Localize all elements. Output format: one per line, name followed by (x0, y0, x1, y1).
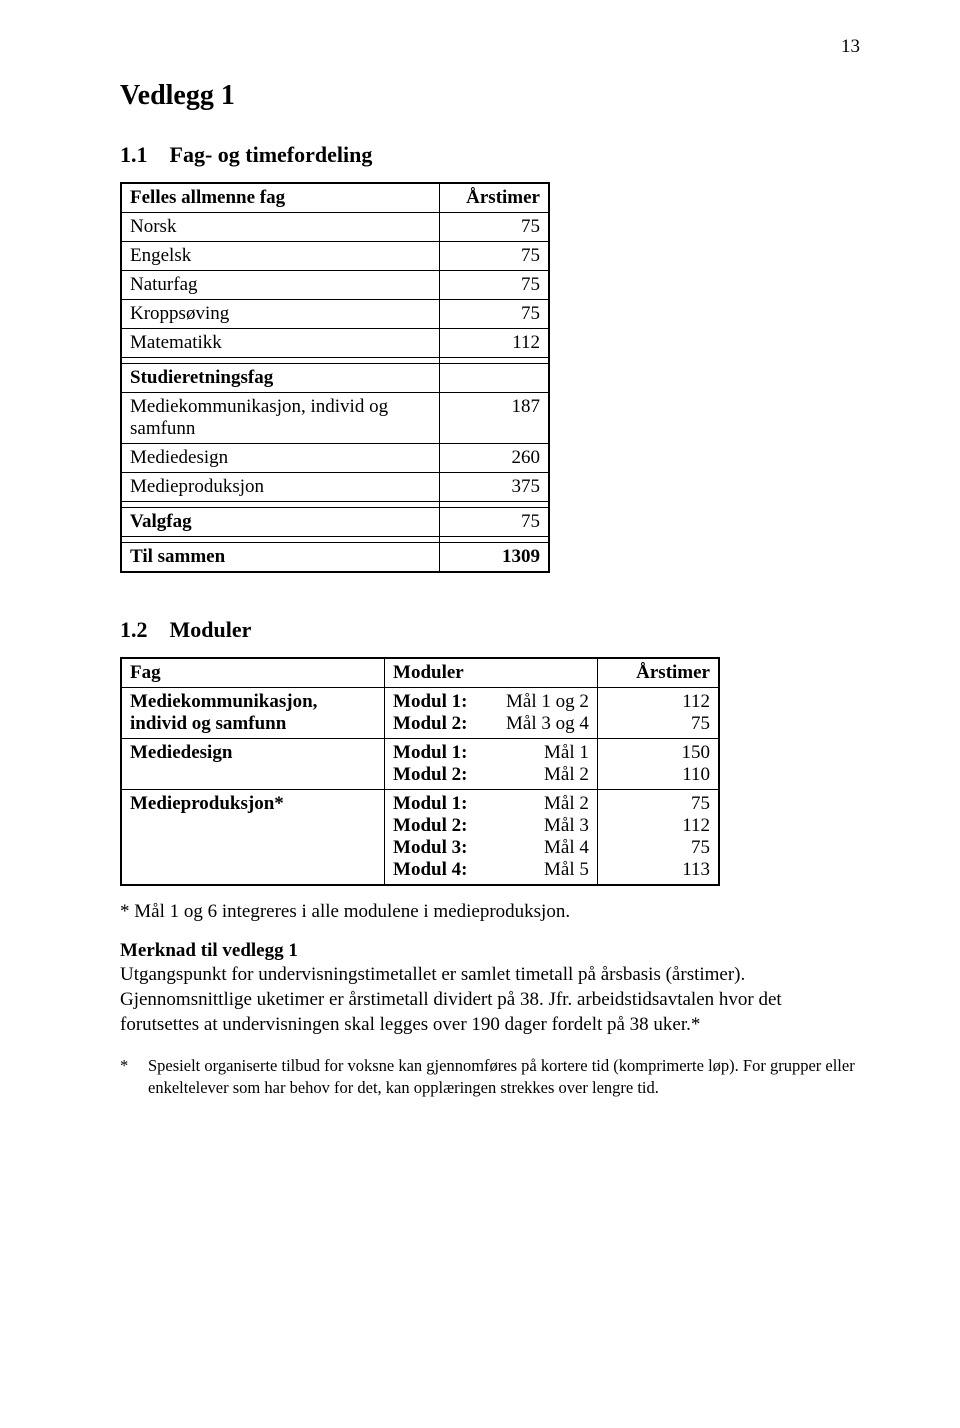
table-row: Medieproduksjon 375 (121, 473, 549, 502)
row-value: 260 (439, 444, 549, 473)
module-values: 75 112 75 113 (597, 790, 719, 886)
fag-name: Mediedesign (121, 739, 385, 790)
module-right: Mål 4 (544, 837, 589, 859)
module-right: Mål 3 (544, 815, 589, 837)
module-left: Modul 1: (393, 742, 467, 764)
row-label: Mediekommunikasjon, individ og samfunn (121, 393, 439, 444)
module-values: 150 110 (597, 739, 719, 790)
row-value: 75 (439, 271, 549, 300)
page-number: 13 (841, 36, 860, 58)
footnote-text: Spesielt organiserte tilbud for voksne k… (148, 1055, 860, 1098)
row-value: 75 (439, 213, 549, 242)
header-c2: Moduler (385, 658, 598, 688)
section-1-title: Fag- og timefordeling (170, 142, 373, 167)
table-row: Naturfag 75 (121, 271, 549, 300)
section-1-number: 1.1 (120, 142, 148, 167)
total-value: 1309 (439, 543, 549, 573)
table-row: Matematikk 112 (121, 329, 549, 358)
header-label: Felles allmenne fag (121, 183, 439, 213)
module-right: Mål 1 (544, 742, 589, 764)
fag-name: Medieproduksjon* (121, 790, 385, 886)
table-row: Norsk 75 (121, 213, 549, 242)
row-value: 112 (439, 329, 549, 358)
footnote-marker: * (120, 1055, 148, 1098)
module-val: 113 (606, 859, 710, 881)
row-label: Mediedesign (121, 444, 439, 473)
module-right: Mål 3 og 4 (506, 713, 589, 735)
row-label: Medieproduksjon (121, 473, 439, 502)
module-right: Mål 2 (544, 764, 589, 786)
module-left: Modul 3: (393, 837, 467, 859)
module-left: Modul 2: (393, 764, 467, 786)
table-row: Mediedesign Modul 1:Mål 1 Modul 2:Mål 2 … (121, 739, 719, 790)
table-row: Medieproduksjon* Modul 1:Mål 2 Modul 2:M… (121, 790, 719, 886)
row-label: Valgfag (121, 508, 439, 537)
row-value: 187 (439, 393, 549, 444)
fag-name: Mediekommunikasjon, individ og samfunn (121, 688, 385, 739)
page-title: Vedlegg 1 (120, 80, 860, 112)
module-left: Modul 1: (393, 793, 467, 815)
row-label: Naturfag (121, 271, 439, 300)
merknad-title: Merknad til vedlegg 1 (120, 940, 298, 961)
footnote: * Spesielt organiserte tilbud for voksne… (120, 1055, 860, 1098)
module-val: 112 (606, 815, 710, 837)
merknad-body: Utgangspunkt for undervisningstimetallet… (120, 964, 782, 1034)
table-row: Valgfag 75 (121, 508, 549, 537)
module-val: 75 (606, 713, 710, 735)
row-value: 375 (439, 473, 549, 502)
section-2-title: Moduler (170, 617, 252, 642)
header-c1: Fag (121, 658, 385, 688)
table-row: Studieretningsfag (121, 364, 549, 393)
module-val: 75 (606, 793, 710, 815)
module-val: 150 (606, 742, 710, 764)
table-moduler: Fag Moduler Årstimer Mediekommunikasjon,… (120, 657, 720, 886)
header-c3: Årstimer (597, 658, 719, 688)
table-row: Kroppsøving 75 (121, 300, 549, 329)
module-values: 112 75 (597, 688, 719, 739)
module-right: Mål 1 og 2 (506, 691, 589, 713)
row-value: 75 (439, 508, 549, 537)
note-integration: * Mål 1 og 6 integreres i alle modulene … (120, 900, 860, 925)
table-timefordeling: Felles allmenne fag Årstimer Norsk 75 En… (120, 182, 550, 573)
row-label: Engelsk (121, 242, 439, 271)
page: 13 Vedlegg 1 1.1 Fag- og timefordeling F… (0, 0, 960, 1428)
module-left: Modul 2: (393, 815, 467, 837)
section-1-heading: 1.1 Fag- og timefordeling (120, 142, 860, 168)
module-val: 75 (606, 837, 710, 859)
module-left: Modul 2: (393, 713, 467, 735)
table-row: Mediedesign 260 (121, 444, 549, 473)
header-label: Studieretningsfag (121, 364, 439, 393)
total-label: Til sammen (121, 543, 439, 573)
table-row: Fag Moduler Årstimer (121, 658, 719, 688)
table-row: Felles allmenne fag Årstimer (121, 183, 549, 213)
header-value (439, 364, 549, 393)
module-val: 112 (606, 691, 710, 713)
module-right: Mål 5 (544, 859, 589, 881)
row-label: Matematikk (121, 329, 439, 358)
section-2-number: 1.2 (120, 617, 148, 642)
row-label: Norsk (121, 213, 439, 242)
row-value: 75 (439, 300, 549, 329)
row-value: 75 (439, 242, 549, 271)
table-row: Til sammen 1309 (121, 543, 549, 573)
module-left: Modul 4: (393, 859, 467, 881)
merknad-block: Merknad til vedlegg 1 Utgangspunkt for u… (120, 939, 860, 1038)
table-row: Engelsk 75 (121, 242, 549, 271)
module-list: Modul 1: Mål 1 og 2 Modul 2: Mål 3 og 4 (385, 688, 598, 739)
row-label: Kroppsøving (121, 300, 439, 329)
module-list: Modul 1: Mål 2 Modul 2: Mål 3 Modul 3: Mål … (385, 790, 598, 886)
module-right: Mål 2 (544, 793, 589, 815)
module-left: Modul 1: (393, 691, 467, 713)
table-row: Mediekommunikasjon, individ og samfunn M… (121, 688, 719, 739)
module-list: Modul 1: Mål 1 Modul 2: Mål 2 (385, 739, 598, 790)
header-value: Årstimer (439, 183, 549, 213)
section-2-heading: 1.2 Moduler (120, 617, 860, 643)
module-val: 110 (606, 764, 710, 786)
table-row: Mediekommunikasjon, individ og samfunn 1… (121, 393, 549, 444)
